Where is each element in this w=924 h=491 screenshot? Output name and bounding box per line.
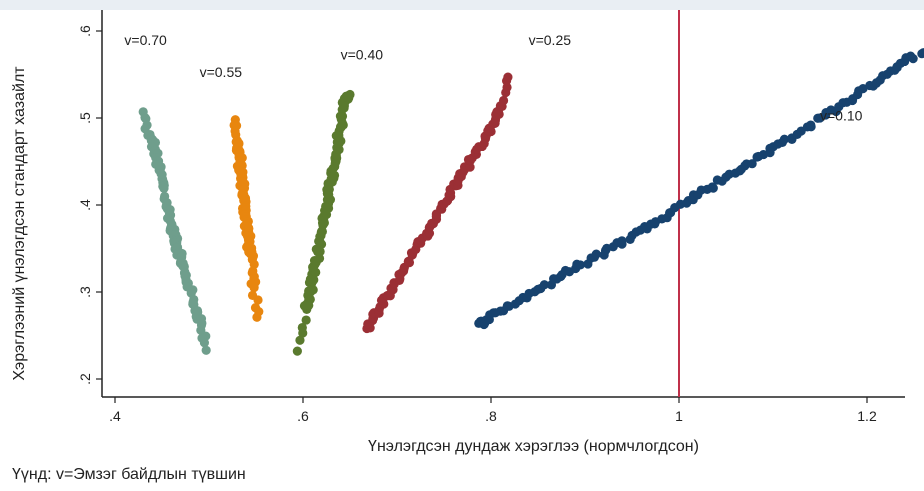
data-point (908, 54, 918, 64)
data-point (201, 345, 211, 355)
chart-note: Үүнд: v=Эмзэг байдлын түвшин (12, 466, 246, 483)
data-point (297, 322, 307, 333)
data-point (292, 346, 302, 356)
data-point (253, 295, 263, 305)
top-strip (0, 0, 924, 10)
data-point (465, 162, 475, 172)
y-tick-label: .5 (77, 112, 93, 124)
data-point (779, 134, 790, 144)
x-tick-label: 1 (675, 408, 683, 424)
data-point (591, 249, 601, 259)
data-point (806, 120, 816, 130)
data-point (249, 283, 259, 293)
data-point (617, 236, 627, 246)
x-tick-label: .6 (297, 408, 309, 424)
data-point (707, 182, 717, 192)
annotation-label: v=0.70 (124, 32, 167, 48)
annotation-label: v=0.25 (529, 32, 572, 48)
data-point (747, 159, 757, 169)
x-tick-label: .4 (109, 408, 121, 424)
y-axis-title: Хэрэглээний үнэлэгдсэн стандарт хазайлт (11, 66, 28, 381)
data-point (295, 335, 305, 345)
x-axis-title: Үнэлэгдсэн дундаж хэрэглээ (нормчлогдсон… (368, 438, 699, 455)
data-point (503, 72, 513, 82)
series-4 (474, 48, 924, 330)
x-tick-label: .8 (485, 408, 497, 424)
data-point (345, 89, 355, 100)
data-point (301, 315, 311, 325)
annotation-label: v=0.10 (820, 108, 863, 124)
plot-area (102, 10, 905, 397)
series-0 (138, 107, 211, 355)
y-tick-label: .6 (77, 25, 93, 37)
data-point (199, 338, 210, 348)
data-point (498, 95, 509, 106)
data-point (159, 183, 169, 194)
data-point (502, 82, 512, 92)
y-tick-label: .3 (77, 286, 93, 298)
y-tick-label: .4 (77, 199, 93, 211)
series-3 (362, 72, 513, 334)
annotation-label: v=0.55 (200, 64, 243, 80)
data-point (539, 280, 549, 290)
series-2 (292, 89, 355, 356)
data-point (918, 48, 924, 58)
data-point (252, 312, 262, 322)
data-point (575, 260, 585, 270)
x-tick-label: 1.2 (857, 408, 877, 424)
y-tick-label: .2 (77, 373, 93, 385)
annotation-label: v=0.40 (341, 47, 384, 63)
series-1 (229, 115, 264, 322)
